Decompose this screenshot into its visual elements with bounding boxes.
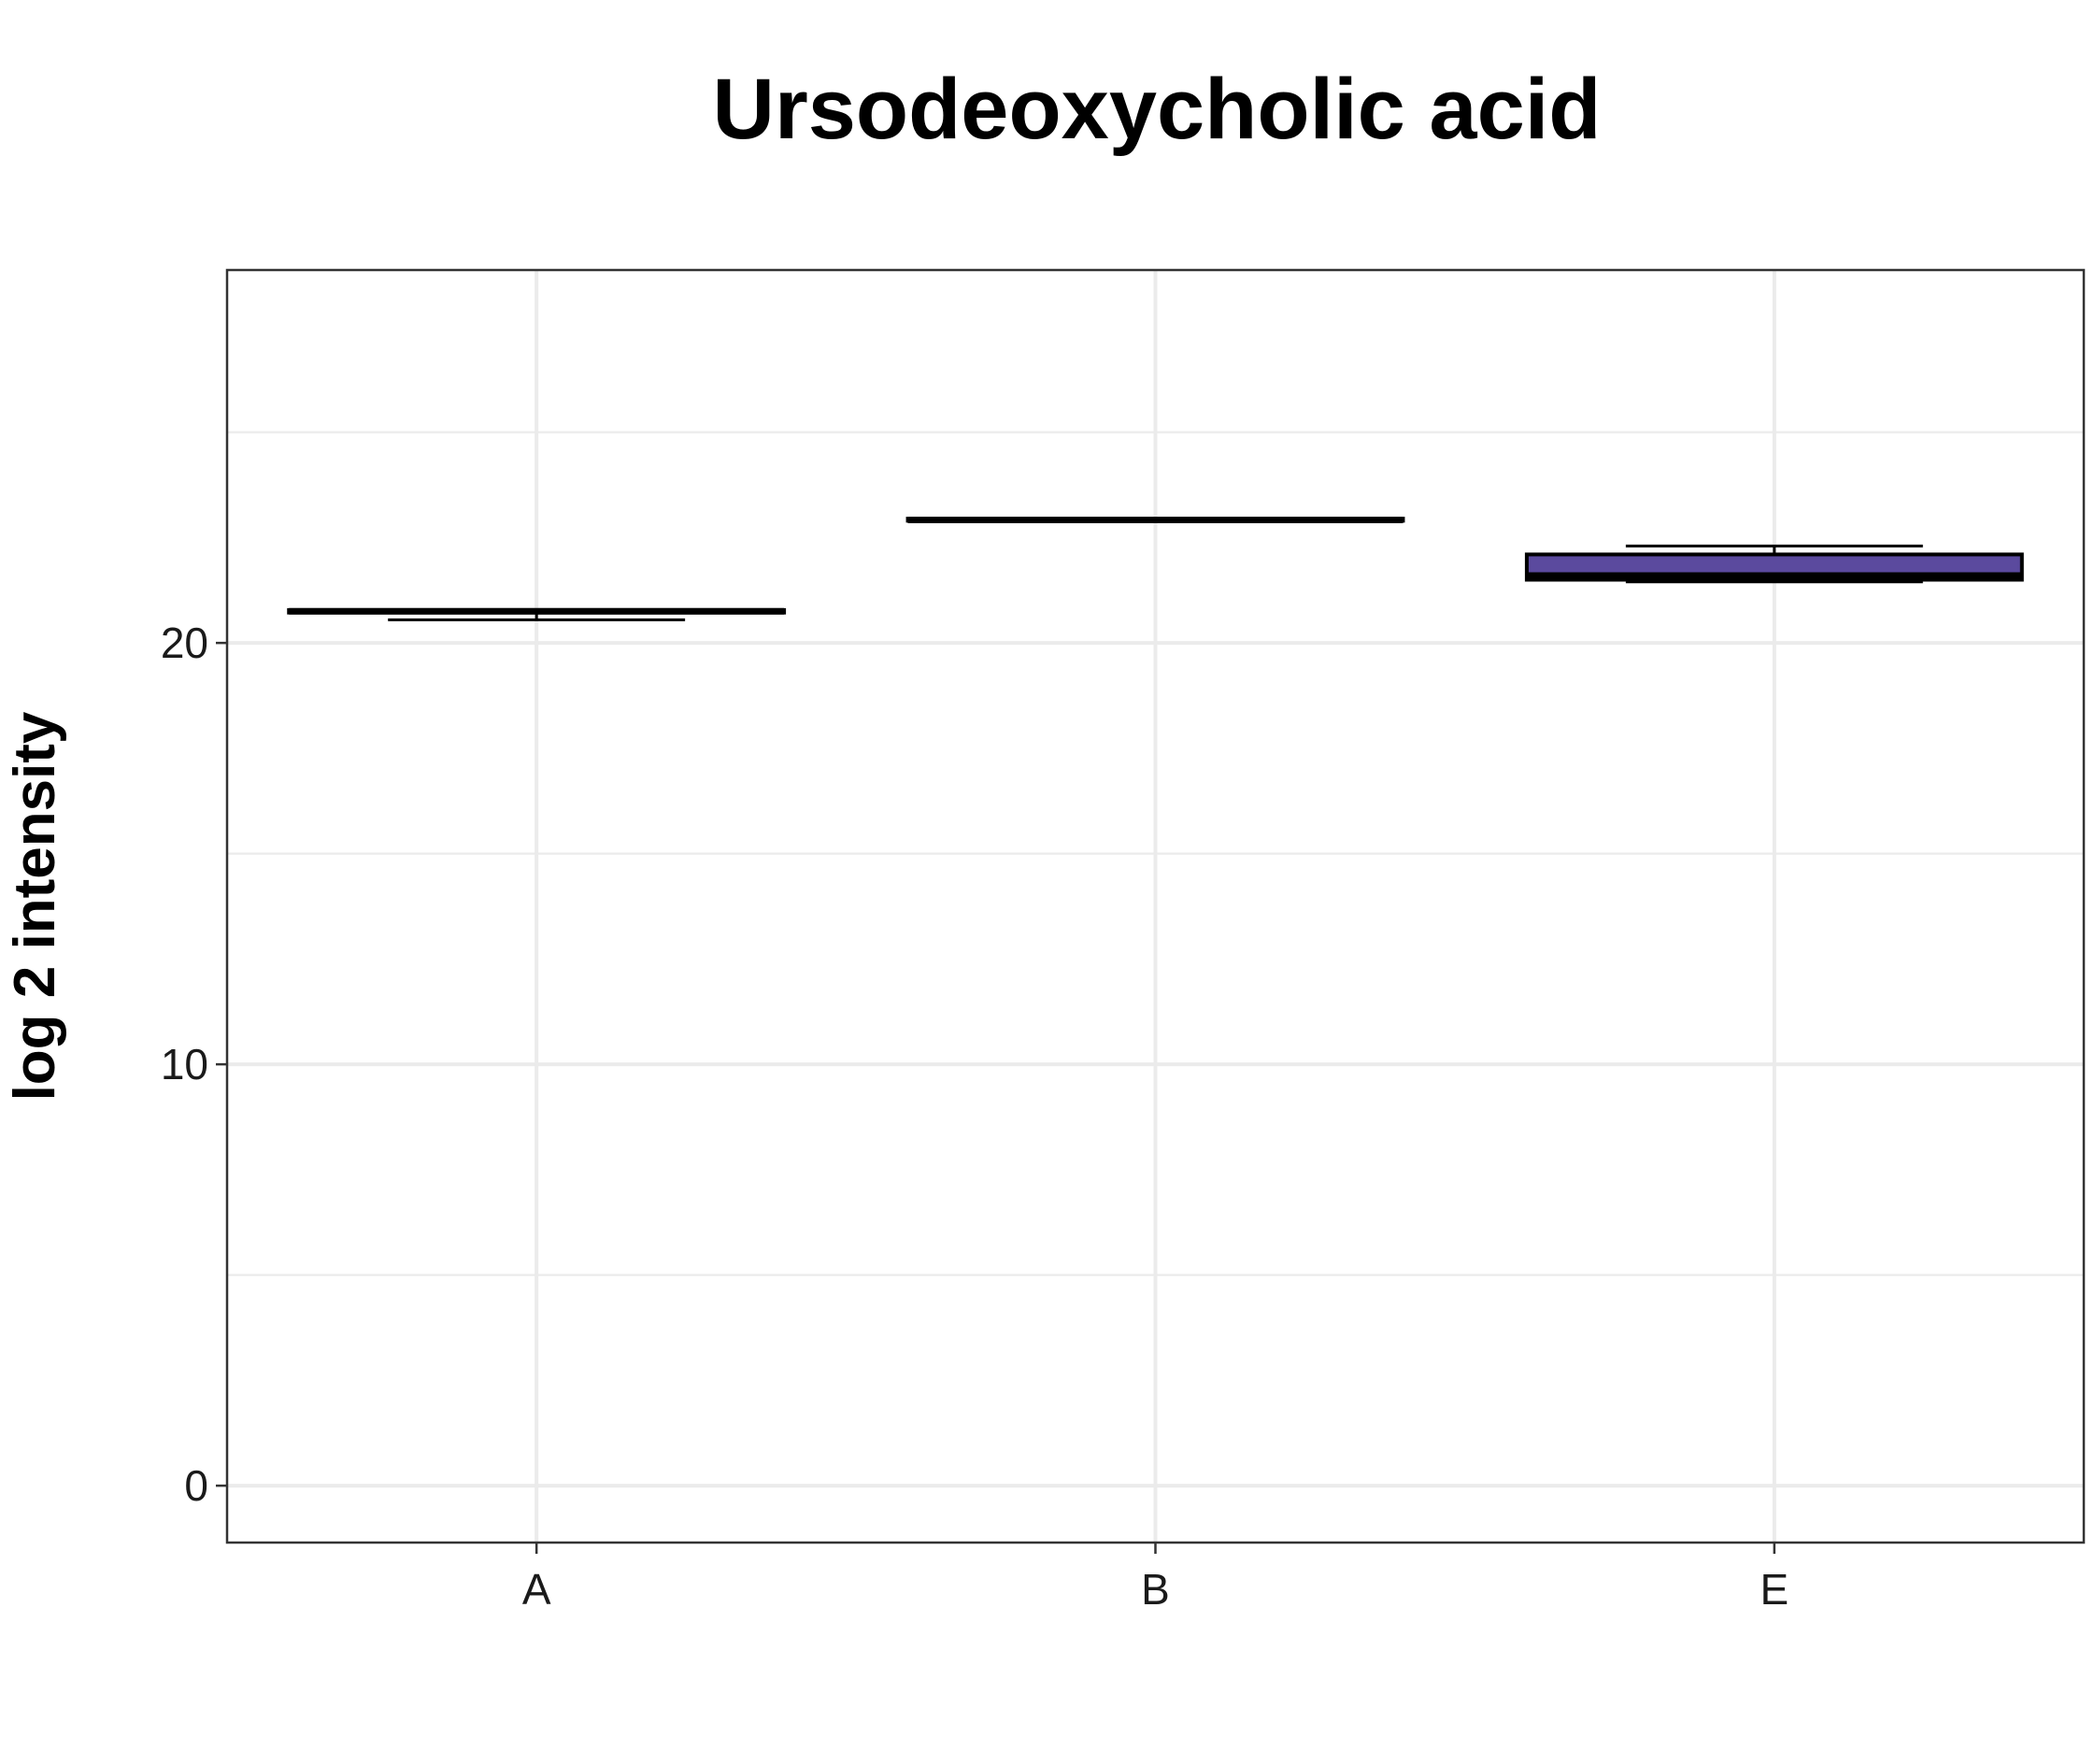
y-tick-label: 10 — [161, 1040, 208, 1088]
box-E — [1524, 544, 2024, 584]
y-tick-label: 0 — [184, 1461, 208, 1510]
boxes — [287, 516, 2024, 621]
y-tick-label: 20 — [161, 619, 208, 667]
box-A — [287, 607, 787, 621]
x-tick-label: B — [1141, 1565, 1170, 1614]
chart-title: Ursodeoxycholic acid — [713, 62, 1602, 157]
axes: 0 10 20 A B E — [161, 619, 1789, 1614]
x-tick-label: E — [1760, 1565, 1789, 1614]
y-axis-label: log 2 intensity — [3, 711, 67, 1101]
x-tick-label: A — [522, 1565, 551, 1614]
grid-lines — [227, 270, 2084, 1543]
box-B — [905, 516, 1405, 523]
